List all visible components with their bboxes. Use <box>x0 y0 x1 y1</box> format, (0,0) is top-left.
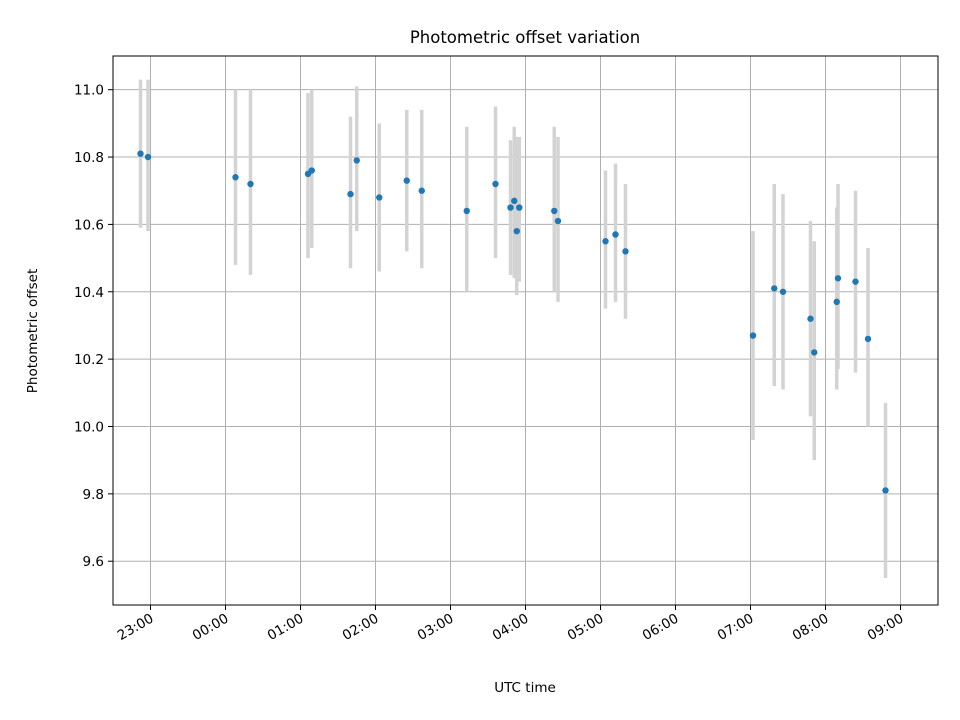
data-point <box>771 285 778 292</box>
data-point <box>612 231 619 238</box>
data-point <box>513 227 520 235</box>
data-point <box>622 248 629 255</box>
x-tick-label: 02:00 <box>340 611 382 644</box>
x-tick-label: 04:00 <box>490 611 532 644</box>
data-point <box>811 349 818 356</box>
y-axis-ticks: 9.6 9.8 10.0 10.2 10.4 10.6 10.8 11.0 <box>74 83 113 570</box>
y-tick-label: 9.8 <box>83 487 104 503</box>
data-point <box>511 197 518 205</box>
data-point <box>852 278 859 285</box>
y-tick-label: 10.2 <box>74 352 104 368</box>
error-bars <box>138 79 888 579</box>
data-point <box>554 217 562 225</box>
x-tick-label: 01:00 <box>265 611 307 644</box>
data-point <box>507 204 514 211</box>
data-point <box>353 157 360 164</box>
x-tick-label: 05:00 <box>565 611 607 644</box>
x-axis-ticks: 23:00 00:00 01:00 02:00 03:00 04:00 05:00 06:00… <box>115 605 907 644</box>
data-point <box>247 180 254 188</box>
data-point <box>834 275 842 282</box>
y-tick-label: 10.6 <box>74 217 104 233</box>
x-tick-label: 07:00 <box>715 611 757 644</box>
grid-lines <box>113 56 938 605</box>
data-point <box>551 207 558 215</box>
data-point <box>463 207 470 215</box>
data-point <box>864 335 872 343</box>
data-point <box>347 190 354 198</box>
y-tick-label: 9.6 <box>83 554 104 570</box>
y-tick-label: 11.0 <box>74 83 104 99</box>
data-point <box>492 180 499 188</box>
x-tick-label: 23:00 <box>115 611 157 644</box>
data-point <box>137 150 144 157</box>
chart-title: Photometric offset variation <box>410 28 640 47</box>
x-tick-label: 06:00 <box>640 611 682 644</box>
x-tick-label: 00:00 <box>190 611 232 644</box>
y-axis-label: Photometric offset <box>25 269 41 393</box>
data-point <box>749 332 757 339</box>
data-point <box>308 167 315 174</box>
data-point <box>418 187 425 194</box>
x-axis-label: UTC time <box>494 680 556 696</box>
data-point <box>833 298 840 306</box>
x-tick-label: 08:00 <box>790 611 832 644</box>
data-point <box>779 288 787 295</box>
y-tick-label: 10.0 <box>74 419 104 435</box>
y-tick-label: 10.8 <box>74 150 104 166</box>
y-tick-label: 10.4 <box>74 285 104 301</box>
x-tick-label: 09:00 <box>865 611 907 644</box>
data-point <box>807 315 814 322</box>
data-point <box>602 238 609 245</box>
x-tick-label: 03:00 <box>415 611 457 644</box>
data-point <box>882 487 889 494</box>
data-point <box>232 174 239 181</box>
data-point <box>144 153 152 161</box>
data-point <box>516 204 523 211</box>
data-points <box>137 150 889 494</box>
data-point <box>376 194 383 201</box>
data-point <box>403 177 410 184</box>
